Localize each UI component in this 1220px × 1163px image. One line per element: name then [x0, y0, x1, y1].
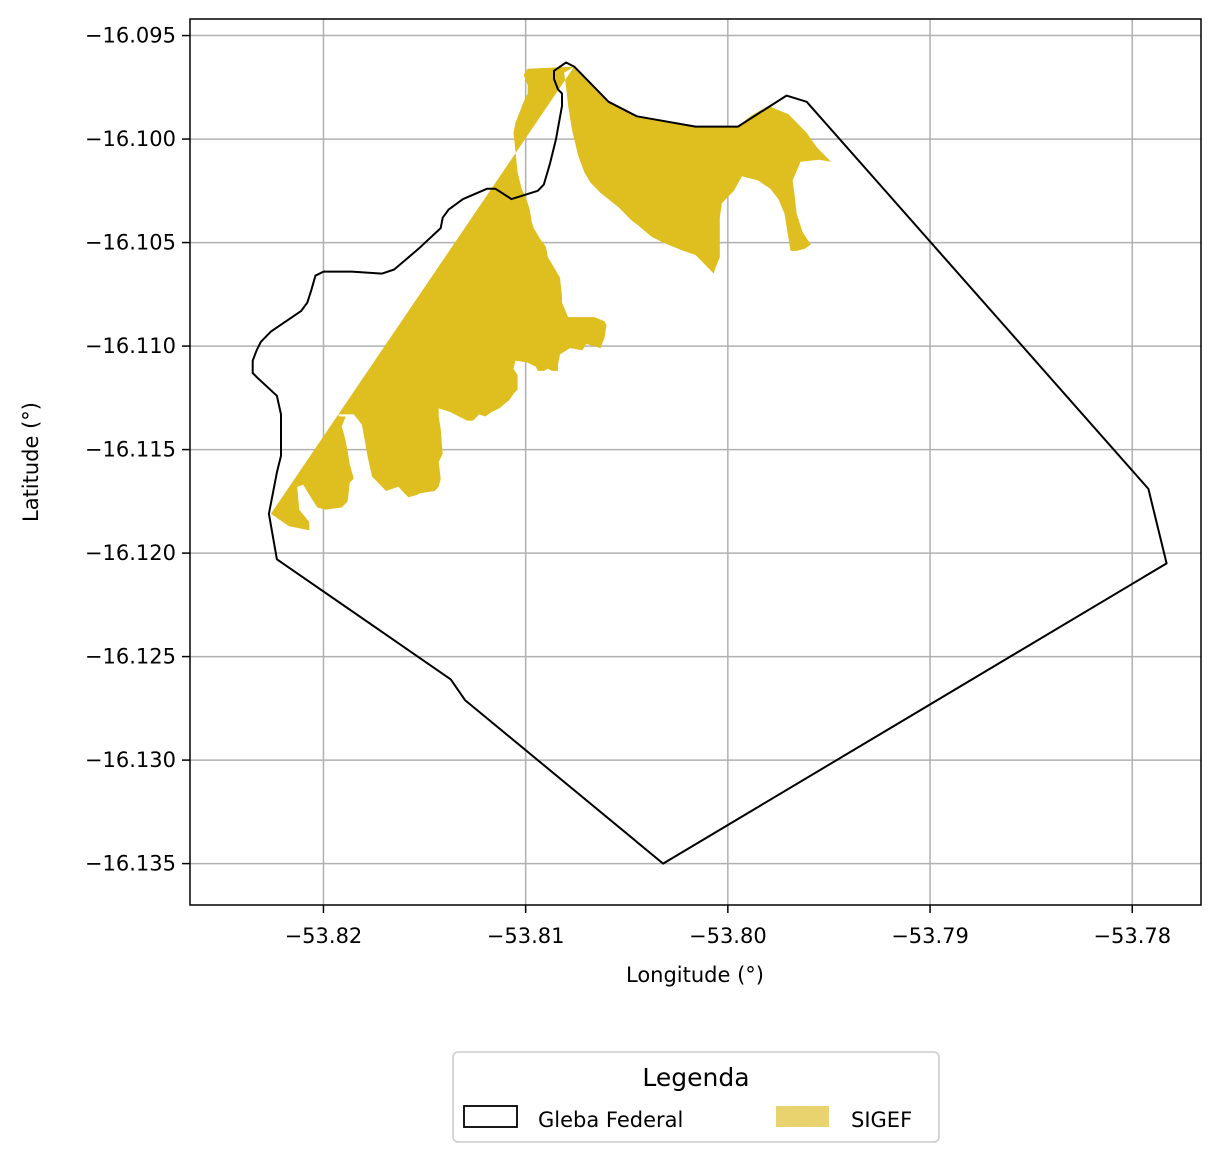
- x-tick-label: −53.82: [285, 924, 363, 948]
- y-tick-label: −16.125: [85, 645, 176, 669]
- legend-label-sigef: SIGEF: [851, 1108, 912, 1132]
- polygon-gleba-federal: [251, 61, 1168, 865]
- y-tick-label: −16.100: [85, 127, 176, 151]
- legend-swatch-sigef: [776, 1106, 829, 1127]
- x-tick-label: −53.78: [1093, 924, 1171, 948]
- x-axis-label: Longitude (°): [626, 963, 764, 987]
- axis-ticks: −53.82 −53.81 −53.80 −53.79 −53.78 −16.095 −16…: [85, 24, 1171, 948]
- plot-frame: [189, 18, 1202, 906]
- y-tick-label: −16.110: [85, 334, 176, 358]
- y-tick-label: −16.115: [85, 438, 176, 462]
- x-tick-label: −53.79: [891, 924, 969, 948]
- legend: Legenda Gleba Federal SIGEF: [452, 1051, 940, 1143]
- plot-area: −53.82 −53.81 −53.80 −53.79 −53.78 −16.095 −16…: [85, 18, 1202, 948]
- legend-title: Legenda: [642, 1063, 749, 1092]
- y-tick-label: −16.120: [85, 541, 176, 565]
- y-tick-label: −16.135: [85, 852, 176, 876]
- y-tick-label: −16.105: [85, 231, 176, 255]
- legend-label-gleba-federal: Gleba Federal: [538, 1108, 683, 1132]
- map-layers: [251, 61, 1168, 865]
- polygon-sigef: [270, 66, 831, 531]
- y-tick-label: −16.130: [85, 748, 176, 772]
- y-axis-label: Latitude (°): [19, 402, 43, 522]
- legend-swatch-gleba-federal: [463, 1105, 518, 1128]
- x-tick-label: −53.80: [689, 924, 767, 948]
- x-tick-label: −53.81: [487, 924, 565, 948]
- y-tick-label: −16.095: [85, 24, 176, 48]
